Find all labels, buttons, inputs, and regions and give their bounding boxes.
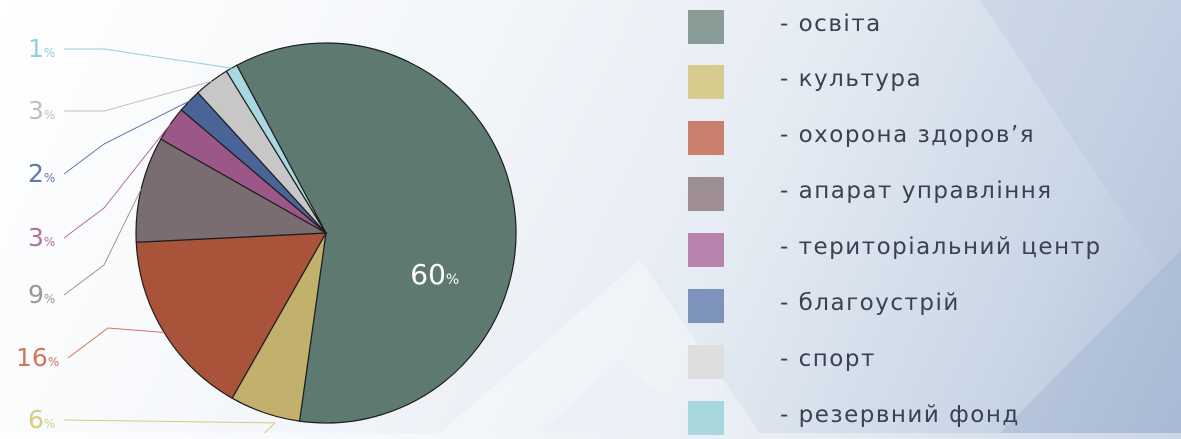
pie-slice (135, 232, 328, 400)
legend-item-rezervnyi-fond: - резервний фонд (688, 401, 1181, 439)
legend-item-kultura: - культура (688, 65, 1181, 103)
data-label: 2% (28, 159, 55, 188)
pie-slice (235, 42, 517, 424)
legend-swatch (688, 345, 724, 379)
legend-swatch (688, 65, 724, 99)
pie-chart: 60% 1% 3% 2% 3% 9% 16% 6% (16, 34, 517, 433)
legend-item-aparat-upravlinnia: - апарат управління (688, 177, 1181, 215)
data-label: 3% (28, 96, 55, 125)
leader-line (63, 188, 142, 296)
legend-label: - культура (780, 66, 923, 92)
legend-swatch (688, 10, 724, 44)
data-label: 16% (16, 343, 59, 372)
legend-swatch (688, 177, 724, 211)
legend-swatch (688, 233, 724, 267)
data-label: 60% (410, 258, 459, 291)
legend-swatch (688, 289, 724, 323)
legend-item-blahoustrii: - благоустрій (688, 289, 1181, 327)
legend-label: - благоустрій (780, 290, 960, 316)
leader-line (63, 419, 276, 433)
legend-label: - охорона здоров’я (780, 122, 1036, 148)
leader-line (67, 327, 165, 359)
legend-label: - територіальний центр (780, 234, 1102, 260)
leader-line (64, 80, 212, 112)
legend-label: - резервний фонд (780, 402, 1020, 428)
leader-line (64, 48, 232, 69)
leader-line (63, 100, 190, 175)
legend-label: - спорт (780, 346, 876, 372)
data-label: 1% (28, 34, 55, 63)
legend-label: - освіта (780, 11, 882, 37)
legend-item-sport: - спорт (688, 345, 1181, 383)
leader-line (63, 123, 171, 239)
data-label: 3% (28, 223, 55, 252)
legend-item-terytorialnyi-tsentr: - територіальний центр (688, 233, 1181, 271)
legend-swatch (688, 121, 724, 155)
legend-item-osvita: - освіта (688, 10, 1181, 48)
legend-label: - апарат управління (780, 178, 1053, 204)
pie-slice (135, 138, 329, 243)
data-label: 9% (28, 280, 55, 309)
legend-swatch (688, 401, 724, 435)
data-label: 6% (28, 405, 55, 433)
legend-item-okhorona-zdorovia: - охорона здоров’я (688, 121, 1181, 159)
